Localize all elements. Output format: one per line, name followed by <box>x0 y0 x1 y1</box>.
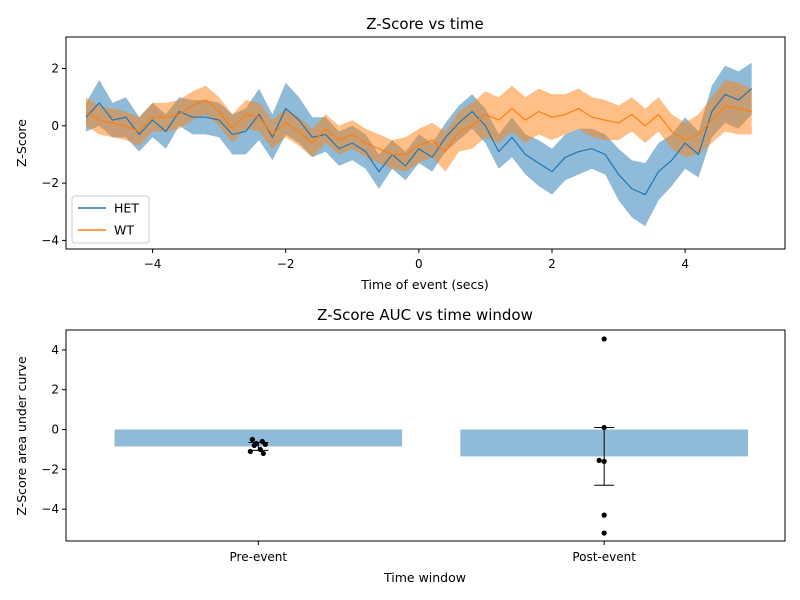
chart1-legend: HET WT <box>71 195 150 244</box>
x-tick-label: Pre-event <box>230 550 288 564</box>
data-point <box>601 530 607 536</box>
series-line-wt <box>85 99 752 156</box>
data-point <box>601 424 607 431</box>
chart2-x-label: Time window <box>383 570 466 585</box>
chart1-axes-frame <box>65 36 786 250</box>
y-tick-label: −2 <box>41 176 59 190</box>
legend-wt-label: WT <box>114 223 134 238</box>
y-tick-label: −2 <box>41 462 59 476</box>
data-point <box>596 457 602 463</box>
y-tick-label: −4 <box>41 502 59 516</box>
y-tick-label: 0 <box>51 119 59 133</box>
x-tick-label: −4 <box>144 257 162 271</box>
y-tick-label: 4 <box>51 343 59 357</box>
chart1-lines <box>85 88 753 196</box>
x-tick-label: Post-event <box>572 550 636 564</box>
data-point <box>251 442 257 449</box>
y-tick-label: 2 <box>51 62 59 76</box>
chart2-bars <box>114 429 748 457</box>
chart2-x-ticks: Pre-event Post-event <box>230 541 636 564</box>
data-point <box>601 458 607 464</box>
timeseries-chart: Z-Score vs time −4 −2 0 2 4 −4 −2 0 2 Time of e… <box>14 15 786 292</box>
series-line-het <box>85 88 753 196</box>
chart1-x-label: Time of event (secs) <box>360 277 489 292</box>
data-point <box>257 446 263 453</box>
y-tick-label: 2 <box>51 383 59 397</box>
data-point <box>601 512 607 518</box>
data-point <box>262 441 268 448</box>
data-point <box>247 448 253 455</box>
chart1-y-label: Z-Score <box>14 119 29 167</box>
chart2-y-label: Z-Score area under curve <box>14 356 29 516</box>
band-wt <box>86 80 752 172</box>
y-tick-label: 0 <box>51 423 59 437</box>
data-point <box>249 436 255 443</box>
chart2-points <box>247 336 607 536</box>
x-tick-label: 4 <box>681 257 689 271</box>
chart1-title: Z-Score vs time <box>366 15 484 33</box>
auc-bar-chart: Z-Score AUC vs time window Pre-event Post… <box>14 306 786 585</box>
x-tick-label: −2 <box>277 257 295 271</box>
legend-het-label: HET <box>114 201 139 216</box>
x-tick-label: 2 <box>548 257 556 271</box>
data-point <box>601 336 607 342</box>
chart1-bands <box>86 62 752 227</box>
chart1-y-ticks: −4 −2 0 2 <box>41 62 66 247</box>
chart1-x-ticks: −4 −2 0 2 4 <box>144 249 689 271</box>
y-tick-label: −4 <box>41 233 59 247</box>
bar-pre-event <box>114 429 403 447</box>
x-tick-label: 0 <box>415 257 423 271</box>
chart2-y-ticks: −4 −2 0 2 4 <box>41 343 66 516</box>
chart2-title: Z-Score AUC vs time window <box>317 306 533 324</box>
data-point <box>260 450 266 457</box>
chart2-axes-frame <box>65 329 786 542</box>
